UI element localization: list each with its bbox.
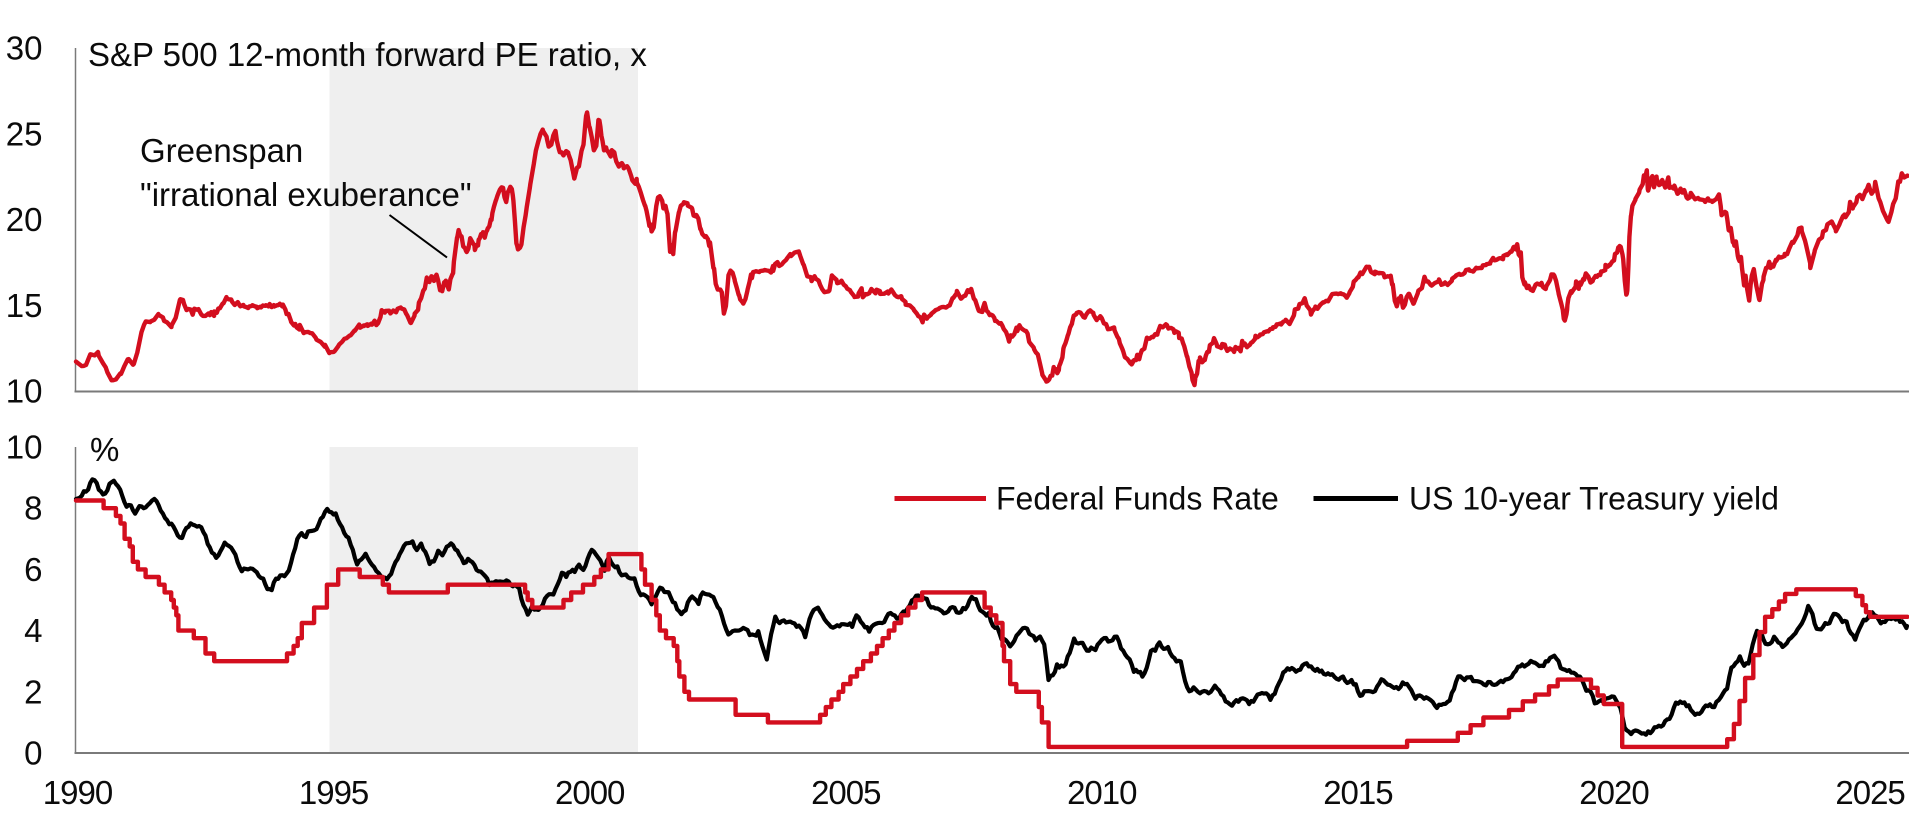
svg-text:2000: 2000 xyxy=(555,774,625,811)
svg-text:Greenspan: Greenspan xyxy=(140,132,303,169)
svg-text:25: 25 xyxy=(6,115,43,152)
svg-text:0: 0 xyxy=(24,735,42,772)
svg-text:15: 15 xyxy=(6,287,43,324)
svg-text:30: 30 xyxy=(6,30,43,67)
svg-text:US 10-year Treasury yield: US 10-year Treasury yield xyxy=(1409,481,1779,517)
svg-text:2020: 2020 xyxy=(1579,774,1649,811)
svg-text:6: 6 xyxy=(24,551,42,588)
svg-text:4: 4 xyxy=(24,612,42,649)
svg-text:2: 2 xyxy=(24,673,42,710)
svg-text:1990: 1990 xyxy=(43,774,113,811)
svg-text:10: 10 xyxy=(6,429,43,466)
svg-text:"irrational exuberance": "irrational exuberance" xyxy=(140,176,472,213)
svg-text:S&P 500 12-month forward PE ra: S&P 500 12-month forward PE ratio, x xyxy=(88,36,647,73)
svg-text:Federal Funds Rate: Federal Funds Rate xyxy=(996,481,1279,517)
svg-text:2010: 2010 xyxy=(1067,774,1137,811)
svg-text:1995: 1995 xyxy=(299,774,368,811)
svg-text:2005: 2005 xyxy=(811,774,880,811)
svg-text:%: % xyxy=(90,431,119,468)
svg-text:8: 8 xyxy=(24,490,42,527)
svg-text:10: 10 xyxy=(6,373,43,410)
svg-text:2025: 2025 xyxy=(1835,774,1904,811)
svg-text:2015: 2015 xyxy=(1323,774,1392,811)
svg-text:20: 20 xyxy=(6,201,43,238)
